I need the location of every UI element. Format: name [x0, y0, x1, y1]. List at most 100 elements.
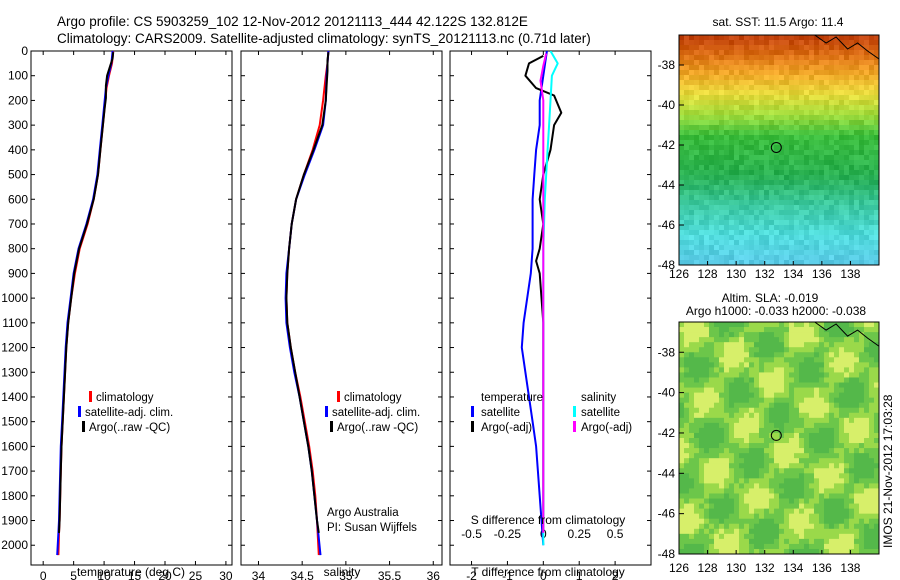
map-cell [829, 458, 835, 464]
map-cell [774, 337, 780, 343]
map-cell [704, 397, 710, 404]
map-cell [734, 533, 740, 540]
map-cell [814, 357, 820, 363]
map-cell [849, 150, 855, 156]
map-cell [844, 468, 850, 474]
map-cell [784, 130, 790, 136]
map-cell [689, 523, 695, 530]
map-cell [849, 422, 855, 429]
map-cell [794, 115, 800, 121]
map-cell [774, 483, 780, 489]
map-cell [684, 190, 690, 196]
map-cell [714, 205, 720, 211]
map-cell [769, 100, 775, 106]
map-cell [849, 528, 855, 535]
map-cell [684, 75, 690, 81]
map-cell [859, 533, 865, 540]
map-cell [694, 195, 700, 201]
map-cell [874, 332, 879, 338]
map-cell [739, 100, 745, 106]
map-cell [714, 367, 720, 373]
map-cell [734, 145, 740, 151]
map-cell [719, 250, 725, 256]
map-cell [799, 407, 805, 414]
map-cell [714, 220, 720, 226]
map-cell [764, 483, 770, 489]
map-cell [749, 533, 755, 540]
map-cell [784, 493, 790, 499]
map-cell [874, 245, 879, 251]
map-cell [689, 422, 695, 429]
map-cell [859, 185, 865, 191]
map-cell [734, 488, 740, 494]
map-cell [729, 427, 735, 434]
map-cell [869, 165, 875, 171]
map-cell [819, 337, 825, 343]
map-cell [689, 105, 695, 111]
map-cell [749, 392, 755, 399]
map-cell [774, 357, 780, 363]
map-cell [699, 438, 705, 444]
map-cell [684, 327, 690, 333]
map-cell [689, 190, 695, 196]
map-cell [804, 322, 810, 328]
map-cell [814, 387, 820, 394]
map-cell [819, 342, 825, 348]
map-cell [689, 493, 695, 499]
map-cell [694, 40, 700, 46]
map-cell [794, 125, 800, 131]
map-cell [859, 498, 865, 504]
map-cell [844, 125, 850, 131]
map-cell [749, 145, 755, 151]
map-cell [814, 508, 820, 515]
map-cell [709, 503, 715, 510]
map-cell [814, 240, 820, 246]
map-cell [819, 230, 825, 236]
map-cell [784, 352, 790, 358]
map-cell [749, 90, 755, 96]
map-cell [764, 438, 770, 444]
map-cell [734, 332, 740, 338]
map-cell [699, 255, 705, 261]
map-cell [814, 200, 820, 206]
map-cell [794, 468, 800, 474]
map-cell [759, 438, 765, 444]
map-cell [829, 322, 835, 328]
map-cell [849, 508, 855, 515]
map-cell [679, 392, 685, 399]
map-cell [869, 90, 875, 96]
map-cell [859, 488, 865, 494]
map-cell [679, 347, 685, 353]
map-cell [874, 50, 879, 56]
map-cell [829, 417, 835, 424]
map-cell [774, 95, 780, 101]
map-cell [709, 548, 715, 554]
map-cell [699, 392, 705, 399]
map-y-tick-label: -42 [658, 138, 676, 152]
map-cell [734, 483, 740, 489]
map-cell [709, 483, 715, 489]
map-cell [754, 342, 760, 348]
map-cell [734, 548, 740, 554]
map-cell [844, 438, 850, 444]
salinity-xlabel: salinity [324, 565, 361, 579]
map-cell [694, 513, 700, 520]
map-cell [689, 140, 695, 146]
map-cell [684, 240, 690, 246]
series-line-temperature-satellite [520, 51, 548, 546]
map-cell [754, 45, 760, 51]
map-cell [824, 453, 830, 459]
map-cell [829, 170, 835, 176]
map-x-tick-label: 134 [783, 561, 803, 575]
map-cell [784, 230, 790, 236]
map-cell [769, 225, 775, 231]
map-cell [774, 342, 780, 348]
map-cell [759, 453, 765, 459]
map-cell [794, 352, 800, 358]
map-cell [739, 347, 745, 353]
map-cell [799, 135, 805, 141]
map-cell [774, 322, 780, 328]
map-cell [804, 140, 810, 146]
map-cell [769, 528, 775, 535]
map-cell [794, 322, 800, 328]
